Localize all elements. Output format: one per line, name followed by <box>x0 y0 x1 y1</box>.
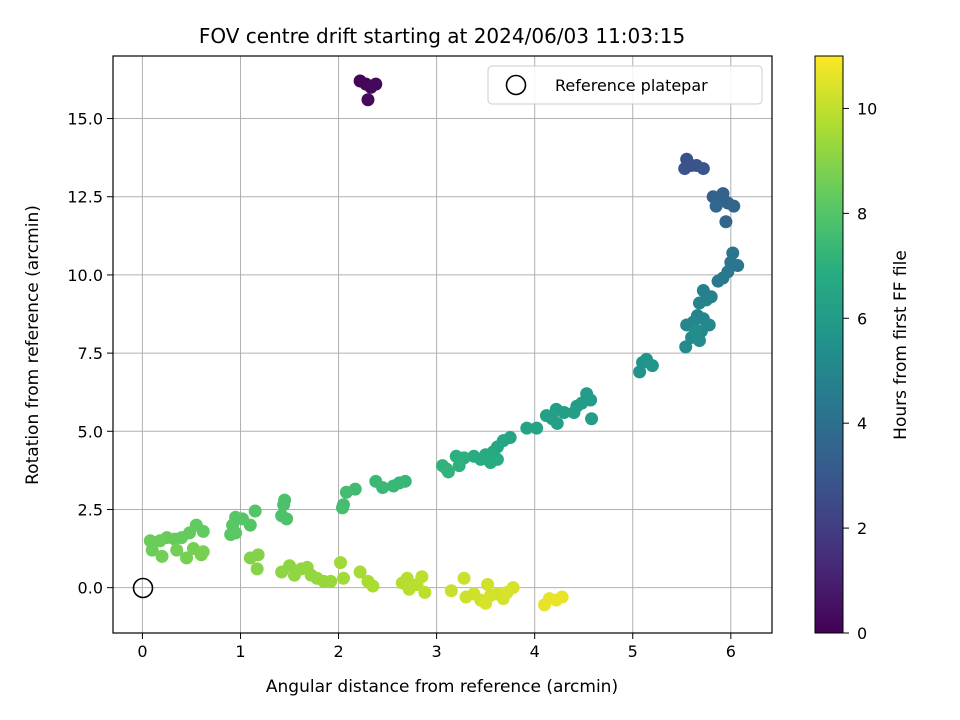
legend-box <box>487 65 763 105</box>
x-axis-ticks: 0 1 2 3 4 5 6 <box>137 633 736 661</box>
y-tick-label: 7.5 <box>78 344 103 363</box>
x-tick-label: 4 <box>530 642 540 661</box>
y-tick-label: 12.5 <box>67 188 103 207</box>
colorbar-tick-label: 10 <box>857 99 877 118</box>
y-tick-label: 15.0 <box>67 110 103 129</box>
data-point <box>645 359 659 373</box>
data-point <box>243 551 257 565</box>
data-point <box>679 340 693 354</box>
x-tick-label: 5 <box>628 642 638 661</box>
x-tick-label: 0 <box>137 642 147 661</box>
data-point <box>248 504 262 518</box>
colorbar: 0 2 4 6 8 10 Hours from first FF file <box>814 55 911 643</box>
y-tick-label: 0.0 <box>78 579 103 598</box>
grid-lines <box>113 56 772 633</box>
data-point <box>366 579 380 593</box>
data-point <box>441 465 455 479</box>
data-points <box>143 74 745 612</box>
y-axis-label: Rotation from reference (arcmin) <box>23 205 43 485</box>
y-tick-label: 10.0 <box>67 266 103 285</box>
data-point <box>506 581 520 595</box>
x-tick-label: 1 <box>235 642 245 661</box>
data-point <box>229 526 243 540</box>
data-point <box>280 512 294 526</box>
data-point <box>250 562 264 576</box>
data-point <box>155 549 169 563</box>
data-point <box>530 421 544 435</box>
data-point <box>719 215 733 229</box>
data-point <box>585 412 599 426</box>
data-point <box>678 162 692 176</box>
data-point <box>353 565 367 579</box>
data-point <box>692 296 706 310</box>
data-point <box>418 585 432 599</box>
data-point <box>196 524 210 538</box>
data-point <box>369 77 383 91</box>
data-point <box>400 571 414 585</box>
data-point <box>196 545 210 559</box>
y-tick-label: 2.5 <box>78 500 103 519</box>
colorbar-tick-label: 2 <box>857 519 867 538</box>
data-point <box>520 421 534 435</box>
x-axis-label: Angular distance from reference (arcmin) <box>266 677 618 697</box>
data-point <box>689 324 703 338</box>
data-point <box>339 485 353 499</box>
x-tick-label: 3 <box>432 642 442 661</box>
data-point <box>277 498 291 512</box>
legend-marker <box>505 74 527 96</box>
data-point <box>633 365 647 379</box>
chart-title: FOV centre drift starting at 2024/06/03 … <box>199 24 685 48</box>
colorbar-gradient <box>814 55 844 634</box>
data-point <box>709 199 723 213</box>
data-point <box>369 474 383 488</box>
y-axis-ticks: 0.0 2.5 5.0 7.5 10.0 12.5 15.0 <box>67 110 113 598</box>
colorbar-ticks: 0 2 4 6 8 10 <box>843 99 877 643</box>
legend-entry-label: Reference platepar <box>555 76 708 95</box>
x-tick-label: 6 <box>726 642 736 661</box>
colorbar-tick-label: 6 <box>857 309 867 328</box>
colorbar-tick-label: 4 <box>857 414 867 433</box>
colorbar-tick-label: 8 <box>857 204 867 223</box>
data-point <box>444 584 458 598</box>
data-point <box>539 409 553 423</box>
data-point <box>550 416 564 430</box>
data-point <box>567 406 581 420</box>
data-point <box>153 534 167 548</box>
data-point <box>727 199 741 213</box>
data-point <box>415 570 429 584</box>
data-point <box>386 479 400 493</box>
data-point <box>481 578 495 592</box>
reference-marker <box>132 577 154 599</box>
data-point <box>361 93 375 107</box>
data-point <box>696 162 710 176</box>
data-point <box>334 556 348 570</box>
data-point <box>335 501 349 515</box>
data-point <box>180 551 194 565</box>
data-point <box>479 596 493 610</box>
x-tick-label: 2 <box>333 642 343 661</box>
data-point <box>170 543 184 557</box>
data-point <box>490 452 504 466</box>
data-point <box>452 459 466 473</box>
legend: Reference platepar <box>487 65 763 105</box>
data-point <box>555 590 569 604</box>
data-point <box>324 574 338 588</box>
data-point <box>467 449 481 463</box>
plot-frame <box>112 55 773 634</box>
data-point <box>145 543 159 557</box>
data-point <box>711 274 725 288</box>
data-point <box>457 571 471 585</box>
y-tick-label: 5.0 <box>78 422 103 441</box>
data-point <box>336 571 350 585</box>
colorbar-label: Hours from first FF file <box>891 250 911 440</box>
colorbar-tick-label: 0 <box>857 624 867 643</box>
